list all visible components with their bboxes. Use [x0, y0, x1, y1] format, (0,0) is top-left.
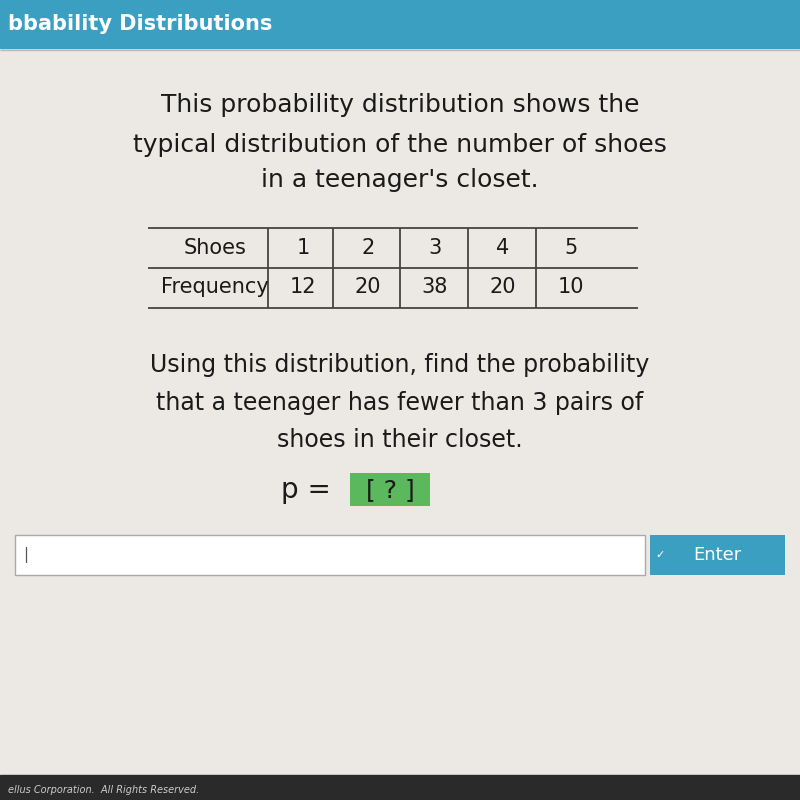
Text: Enter: Enter: [694, 546, 742, 564]
Text: This probability distribution shows the: This probability distribution shows the: [161, 93, 639, 117]
Bar: [0, 0, 800, 48]
Text: ellus Corporation.  All Rights Reserved.: ellus Corporation. All Rights Reserved.: [8, 785, 199, 795]
Text: 1: 1: [296, 238, 310, 258]
Text: p =: p =: [281, 476, 339, 504]
Text: bbability Distributions: bbability Distributions: [8, 14, 272, 34]
Bar: [350, 473, 430, 506]
Text: 20: 20: [490, 277, 516, 297]
Text: 2: 2: [362, 238, 374, 258]
Text: Shoes: Shoes: [183, 238, 246, 258]
Text: [ ? ]: [ ? ]: [366, 478, 414, 502]
Text: typical distribution of the number of shoes: typical distribution of the number of sh…: [133, 133, 667, 157]
Text: that a teenager has fewer than 3 pairs of: that a teenager has fewer than 3 pairs o…: [156, 391, 644, 415]
Bar: [0, 775, 800, 800]
Bar: [15, 535, 645, 575]
Text: in a teenager's closet.: in a teenager's closet.: [261, 168, 539, 192]
Text: 3: 3: [428, 238, 442, 258]
Text: 5: 5: [564, 238, 578, 258]
Bar: [650, 535, 785, 575]
Text: Using this distribution, find the probability: Using this distribution, find the probab…: [150, 353, 650, 377]
Text: ✓: ✓: [655, 550, 664, 560]
Text: 4: 4: [496, 238, 510, 258]
Text: shoes in their closet.: shoes in their closet.: [277, 428, 523, 452]
Text: 10: 10: [558, 277, 584, 297]
Text: 38: 38: [422, 277, 448, 297]
Text: |: |: [23, 547, 28, 563]
Text: 12: 12: [290, 277, 316, 297]
Text: Frequency: Frequency: [161, 277, 269, 297]
Text: 20: 20: [354, 277, 382, 297]
